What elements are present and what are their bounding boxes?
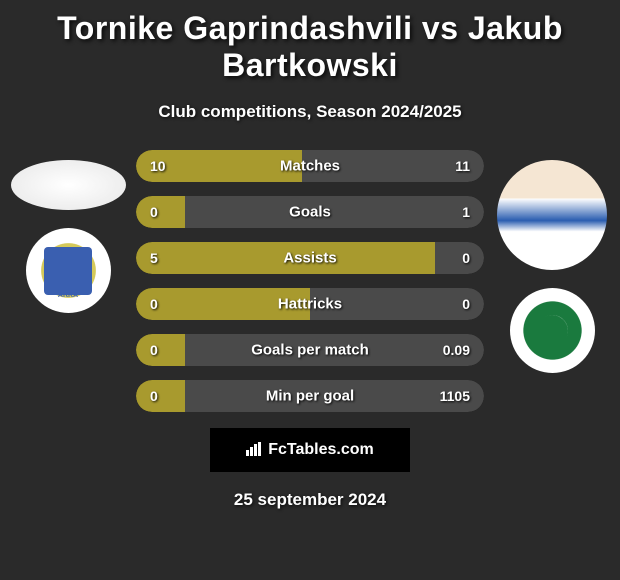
stat-label: Matches xyxy=(280,158,340,175)
brand-badge: FcTables.com xyxy=(210,428,410,472)
stat-value-left: 0 xyxy=(150,342,158,358)
stat-value-left: 0 xyxy=(150,204,158,220)
comparison-bars: Matches1011Goals01Assists50Hattricks00Go… xyxy=(128,150,492,412)
stat-row: Assists 5 0 xyxy=(136,242,484,274)
stat-row: Matches 10 11 xyxy=(136,150,484,182)
stat-row: Hattricks 0 0 xyxy=(136,288,484,320)
stat-label: Hattricks xyxy=(278,296,342,313)
main-row: Matches1011Goals01Assists50Hattricks00Go… xyxy=(0,150,620,412)
club-badge-left xyxy=(26,228,111,313)
stat-value-right: 0.09 xyxy=(443,342,470,358)
stat-value-right: 0 xyxy=(462,296,470,312)
stat-value-right: 1 xyxy=(462,204,470,220)
comparison-card: Tornike Gaprindashvili vs Jakub Bartkows… xyxy=(0,0,620,580)
stat-row: Goals 0 1 xyxy=(136,196,484,228)
stat-label: Assists xyxy=(283,250,336,267)
bar-right-fill xyxy=(185,196,484,228)
bar-left-fill xyxy=(136,334,185,366)
player-avatar-left xyxy=(11,160,126,210)
stat-value-right: 1105 xyxy=(440,388,470,404)
stat-value-left: 0 xyxy=(150,388,158,404)
bar-right-fill xyxy=(435,242,484,274)
stat-value-right: 0 xyxy=(462,250,470,266)
stat-value-left: 5 xyxy=(150,250,158,266)
stat-value-right: 11 xyxy=(455,158,470,174)
brand-text: FcTables.com xyxy=(268,441,374,459)
right-player-col xyxy=(492,150,612,373)
stat-row: Min per goal 0 1105 xyxy=(136,380,484,412)
subtitle: Club competitions, Season 2024/2025 xyxy=(0,102,620,122)
stat-value-left: 10 xyxy=(150,158,166,174)
left-player-col xyxy=(8,150,128,313)
player-avatar-right xyxy=(497,160,607,270)
stat-label: Min per goal xyxy=(266,388,354,405)
stat-value-left: 0 xyxy=(150,296,158,312)
page-title: Tornike Gaprindashvili vs Jakub Bartkows… xyxy=(0,10,620,84)
bar-left-fill xyxy=(136,380,185,412)
footer-date: 25 september 2024 xyxy=(0,490,620,510)
stat-label: Goals xyxy=(289,204,331,221)
stat-label: Goals per match xyxy=(251,342,369,359)
chart-icon xyxy=(246,442,262,459)
stat-row: Goals per match 0 0.09 xyxy=(136,334,484,366)
bar-left-fill xyxy=(136,196,185,228)
club-badge-right xyxy=(510,288,595,373)
